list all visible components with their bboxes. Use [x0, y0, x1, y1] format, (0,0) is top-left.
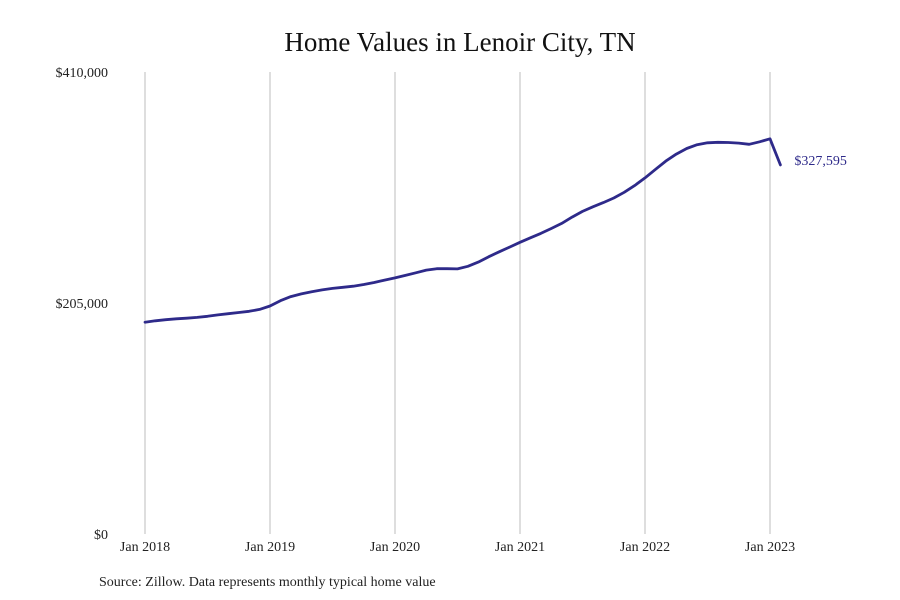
vertical-gridlines: [144, 72, 771, 534]
chart-title: Home Values in Lenoir City, TN: [284, 27, 635, 57]
source-note: Source: Zillow. Data represents monthly …: [99, 575, 436, 590]
x-tick-label-1: Jan 2019: [245, 540, 295, 555]
series-line-0: [143, 137, 782, 324]
x-axis-ticks: Jan 2018 Jan 2019 Jan 2020 Jan 2021 Jan 2022…: [120, 540, 795, 555]
x-tick-label-0: Jan 2018: [120, 540, 170, 555]
end-value-label: $327,595: [794, 154, 847, 169]
x-tick-label-2: Jan 2020: [370, 540, 420, 555]
x-tick-label-4: Jan 2022: [620, 540, 670, 555]
x-tick-label-3: Jan 2021: [495, 540, 545, 555]
y-tick-label-0: $0: [94, 528, 108, 543]
y-tick-label-1: $205,000: [56, 297, 109, 312]
y-tick-label-2: $410,000: [56, 66, 109, 81]
y-axis-ticks: $0 $205,000 $410,000: [56, 66, 109, 543]
x-tick-label-5: Jan 2023: [745, 540, 795, 555]
series-group: $327,595: [143, 137, 847, 324]
